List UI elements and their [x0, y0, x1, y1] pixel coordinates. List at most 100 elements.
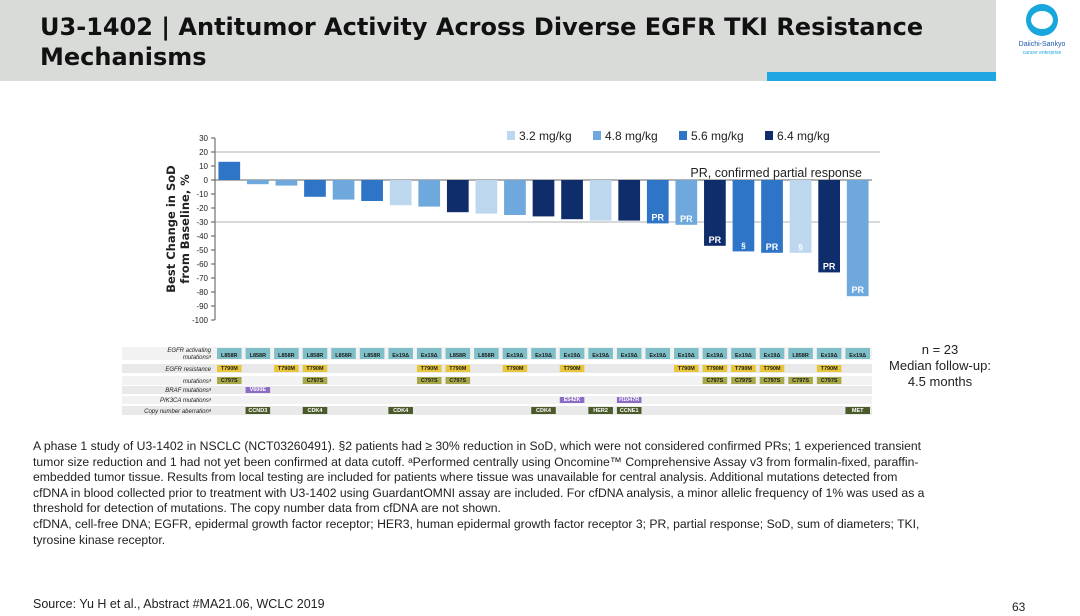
mutation-tag-label: C797S — [792, 378, 809, 384]
mutation-tag — [788, 348, 813, 359]
mutation-tag-label: C797S — [221, 378, 238, 384]
mutation-tag — [416, 377, 442, 384]
mutation-tag-label: T790M — [449, 366, 467, 372]
mutation-tag-label: T790M — [506, 366, 524, 372]
bar — [532, 180, 555, 217]
footnote-abbreviations: cfDNA, cell-free DNA; EGFR, epidermal gr… — [33, 516, 920, 547]
bar — [818, 180, 841, 273]
mutation-tag-label: L858R — [307, 353, 324, 359]
mutation-tag — [816, 377, 842, 384]
bar — [589, 180, 612, 221]
mutation-tag — [502, 365, 528, 372]
mutation-tag-label: V600E — [250, 387, 267, 393]
mutation-tag — [245, 407, 271, 414]
table-row-band — [122, 406, 872, 415]
bar-label: PR — [680, 214, 693, 224]
mutation-tag-label: T790M — [564, 366, 582, 372]
mutation-tag — [816, 365, 842, 372]
y-tick-label: 0 — [204, 176, 209, 185]
y-axis-label-line2: from Baseline, % — [178, 174, 192, 284]
mutation-tag-label: Ex19Δ — [849, 353, 866, 359]
mutation-tag — [616, 397, 642, 403]
pr-legend-note: PR, confirmed partial response — [690, 166, 862, 180]
mutation-tag — [217, 377, 242, 384]
table-row-label: BRAF mutationsᵃ — [165, 388, 212, 394]
bar — [389, 180, 412, 206]
mutation-tag-label: C797S — [307, 378, 324, 384]
mutation-tag-label: Ex19Δ — [706, 353, 723, 359]
company-logo: Daiichi-Sankyo cancer enterprise — [1010, 4, 1074, 66]
table-row-label: Copy number aberrationᵃ — [144, 409, 212, 415]
mutation-tag-label: L858R — [792, 353, 809, 359]
mutation-tag — [588, 348, 613, 359]
sample-size: n = 23 — [921, 342, 959, 357]
mutation-tag — [702, 365, 728, 372]
mutation-tag-label: C797S — [449, 378, 466, 384]
mutation-tag-label: T790M — [706, 366, 724, 372]
mutation-tag-label: Ex19Δ — [649, 353, 666, 359]
mutation-tag-label: HER2 — [593, 408, 608, 414]
mutation-tag-label: Ex19Δ — [621, 353, 638, 359]
bar — [361, 180, 383, 201]
mutation-tag — [731, 365, 756, 372]
y-tick-label: -40 — [196, 232, 208, 241]
bar — [646, 180, 669, 224]
mutation-tag — [559, 348, 585, 359]
waterfall-chart: 30 20 10 0 -10 -20 -30 -40 -50 -60 -70 -80 -90 -100 Be… — [122, 129, 880, 415]
bar — [275, 180, 298, 186]
legend-label: 3.2 mg/kg — [519, 129, 572, 143]
bar — [561, 180, 583, 220]
table-row-label: EGFR resistance — [165, 367, 211, 373]
y-tick-label: 20 — [199, 148, 208, 157]
mutation-tag — [359, 348, 385, 359]
bar — [218, 161, 241, 180]
bar — [504, 180, 526, 215]
mutation-tag — [445, 348, 471, 359]
mutation-tag-label: CCNE1 — [620, 408, 639, 414]
mutation-tag-label: C797S — [706, 378, 723, 384]
bar — [761, 180, 783, 253]
mutation-tag-label: CCND3 — [248, 408, 267, 414]
y-tick-label: -50 — [196, 246, 208, 255]
mutation-tag — [674, 365, 699, 372]
mutation-tag — [445, 377, 471, 384]
mutation-tag — [445, 365, 471, 372]
slide-title: U3-1402 | Antitumor Activity Across Dive… — [40, 13, 924, 71]
mutation-tag-label: C797S — [821, 378, 838, 384]
bar — [332, 180, 355, 200]
mutation-tag-label: H1047R — [619, 397, 639, 403]
mutation-tag-label: E542K — [564, 397, 581, 403]
bar-label: § — [798, 243, 803, 252]
y-tick-label: -80 — [196, 288, 208, 297]
mutation-tag — [416, 365, 442, 372]
table-row-label: mutationsᵃ — [183, 379, 212, 385]
mutation-tag — [502, 348, 528, 359]
mutation-tag — [759, 348, 785, 359]
bar — [475, 180, 498, 214]
bar — [618, 180, 641, 221]
mutation-tag — [331, 348, 356, 359]
mutation-tag-label: T790M — [306, 366, 324, 372]
legend-label: 4.8 mg/kg — [605, 129, 658, 143]
mutation-tag — [474, 348, 499, 359]
mutation-tag-label: Ex19Δ — [392, 353, 409, 359]
mutation-tag-label: L858R — [478, 353, 495, 359]
median-followup: Median follow-up: 4.5 months — [889, 358, 991, 389]
y-tick-label: 10 — [199, 162, 208, 171]
y-tick-label: 30 — [199, 134, 208, 143]
mutation-tag — [302, 377, 328, 384]
mutation-tag — [559, 397, 585, 403]
mutation-tag — [302, 365, 328, 372]
bar — [675, 180, 698, 225]
mutation-tag — [588, 407, 613, 414]
mutation-tag — [759, 377, 785, 384]
y-tick-label: -70 — [196, 274, 208, 283]
mutation-tag-label: T790M — [735, 366, 753, 372]
mutation-tag-label: Ex19Δ — [821, 353, 838, 359]
footnotes: A phase 1 study of U3-1402 in NSCLC (NCT… — [33, 439, 933, 548]
mutation-tag — [759, 365, 785, 372]
mutation-tag — [731, 348, 756, 359]
bar — [246, 180, 269, 185]
legend-label: 6.4 mg/kg — [777, 129, 830, 143]
mutation-tag — [702, 377, 728, 384]
